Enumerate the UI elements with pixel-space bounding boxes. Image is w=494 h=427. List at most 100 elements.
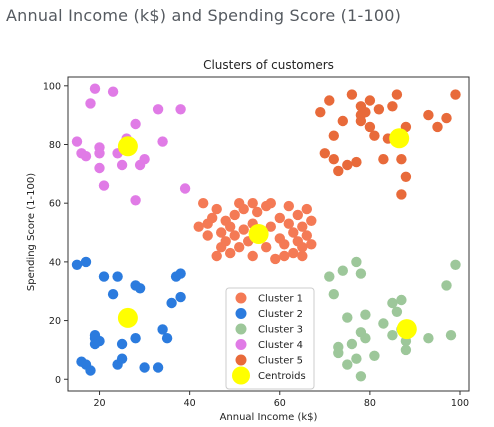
cluster-2-point xyxy=(161,333,173,344)
cluster-1-point xyxy=(270,253,281,265)
cluster-2-point xyxy=(89,338,101,350)
cluster-5-point xyxy=(328,130,339,141)
cluster-1-point xyxy=(288,247,299,259)
centroid-point xyxy=(117,136,138,157)
cluster-1-point xyxy=(220,236,231,247)
cluster-1-point xyxy=(301,203,312,215)
y-tick-label: 100 xyxy=(43,81,61,92)
cluster-1-point xyxy=(216,227,227,238)
cluster-2-point xyxy=(116,353,128,364)
cluster-3-point xyxy=(450,259,461,270)
legend-marker xyxy=(235,339,247,350)
legend-entry-label: Cluster 2 xyxy=(258,309,303,320)
cluster-4-point xyxy=(139,154,150,165)
cluster-5-point xyxy=(364,121,376,133)
cluster-5-point xyxy=(319,148,330,159)
cluster-5-point xyxy=(369,130,380,141)
axis-ticks: 20 40 60 80 100 0 20 40 60 80 100 xyxy=(43,81,469,409)
cluster-4-point xyxy=(130,118,141,130)
cluster-4-point xyxy=(94,162,105,174)
cluster-1-point xyxy=(292,209,303,221)
legend-entry-label: Cluster 1 xyxy=(258,294,303,305)
cluster-1-point xyxy=(211,250,222,262)
cluster-4-point xyxy=(98,180,110,191)
cluster-5-point xyxy=(364,95,376,106)
chart-title: Clusters of customers xyxy=(203,58,334,72)
cluster-5-point xyxy=(378,154,389,165)
cluster-1-point xyxy=(279,239,290,250)
cluster-5-point xyxy=(387,101,398,112)
cluster-1-point xyxy=(283,218,294,229)
cluster-5-point xyxy=(328,154,339,165)
y-tick-label: 60 xyxy=(49,199,61,210)
cluster-5-point xyxy=(373,104,385,115)
cluster-5-point xyxy=(423,109,434,121)
cluster-2-point xyxy=(175,268,186,279)
legend-entry-label: Centroids xyxy=(258,371,306,382)
y-tick-label: 80 xyxy=(49,140,61,151)
cluster-5-point xyxy=(315,107,326,118)
centroid-point xyxy=(248,224,269,244)
cluster-5-point xyxy=(391,89,403,100)
cluster-2-point xyxy=(116,338,128,350)
cluster-5-point xyxy=(400,171,412,182)
cluster-2-point xyxy=(166,297,177,309)
cluster-4-point xyxy=(89,83,101,94)
cluster-1-point xyxy=(265,221,276,232)
plot-frame xyxy=(67,76,470,392)
y-axis-label: Spending Score (1-100) xyxy=(26,173,37,291)
cluster-2-point xyxy=(98,271,110,282)
cluster-3-point xyxy=(342,312,353,323)
cluster-4-point xyxy=(107,86,119,97)
cluster-3-point xyxy=(360,333,371,344)
legend-marker xyxy=(235,292,247,304)
cluster-4-point xyxy=(116,159,128,171)
y-tick-label: 20 xyxy=(49,316,61,327)
cluster-1-point xyxy=(283,200,294,212)
plot-area xyxy=(67,76,470,392)
cluster-1-point xyxy=(234,242,245,253)
cluster-1-point xyxy=(234,198,245,209)
x-tick-label: 100 xyxy=(451,398,469,409)
legend-entry-label: Cluster 5 xyxy=(258,356,303,367)
x-tick-label: 40 xyxy=(184,398,196,409)
cluster-1-point xyxy=(229,209,240,221)
cluster-1-point xyxy=(247,198,258,209)
cluster-5-point xyxy=(396,189,407,200)
cluster-1-point xyxy=(261,242,272,253)
centroid-point xyxy=(117,307,138,328)
cluster-4-point xyxy=(71,136,83,147)
cluster-1-point xyxy=(211,203,222,215)
cluster-1-point xyxy=(274,212,285,224)
cluster-3-point xyxy=(346,338,358,350)
x-tick-label: 20 xyxy=(93,398,105,409)
cluster-1-point xyxy=(225,221,236,232)
cluster-2-point xyxy=(152,362,164,373)
cluster-5-point xyxy=(355,115,367,127)
y-tick-label: 40 xyxy=(49,257,61,268)
cluster-3-point xyxy=(445,330,457,341)
cluster-1-point xyxy=(306,215,317,226)
cluster-3-point xyxy=(369,350,380,361)
cluster-2-point xyxy=(80,256,92,268)
cluster-1-point xyxy=(297,221,308,232)
x-tick-label: 80 xyxy=(364,398,376,409)
cluster-4-point xyxy=(94,148,105,159)
cluster-3-point xyxy=(351,256,362,268)
legend-marker xyxy=(235,354,247,366)
cluster-3-point xyxy=(391,306,403,317)
cluster-3-point xyxy=(355,268,367,279)
cluster-2-point xyxy=(139,362,150,373)
cluster-3-point xyxy=(387,330,398,341)
cluster-2-point xyxy=(112,271,123,282)
cluster-3-point xyxy=(423,333,434,344)
cluster-5-point xyxy=(324,95,335,106)
cluster-3-point xyxy=(342,359,353,370)
cluster-4-point xyxy=(130,195,141,206)
cluster-2-point xyxy=(85,365,96,376)
cluster-4-point xyxy=(179,183,191,194)
cluster-1-point xyxy=(306,239,317,250)
cluster-5-point xyxy=(342,159,353,171)
cluster-4-point xyxy=(152,104,164,115)
